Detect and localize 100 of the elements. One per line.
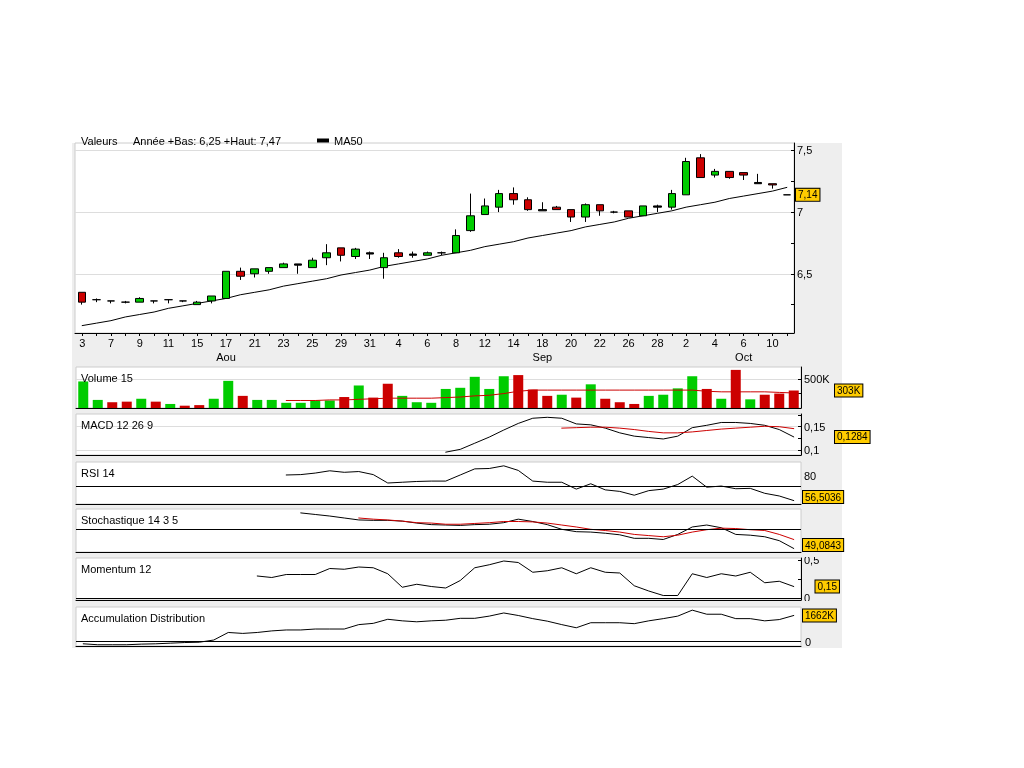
- candlestick: [236, 267, 245, 281]
- bar: [745, 399, 756, 408]
- candlestick: [222, 270, 230, 299]
- bar: [643, 395, 654, 408]
- candlestick: [682, 157, 690, 196]
- candlestick: [164, 299, 173, 304]
- x-tick-label: 11: [162, 337, 175, 349]
- bar: [484, 388, 495, 408]
- candlestick: [668, 189, 676, 211]
- bar: [687, 376, 698, 408]
- text: 303K: [837, 385, 861, 396]
- x-tick-label: 12: [478, 337, 491, 349]
- candlestick: [596, 204, 604, 217]
- bar: [556, 394, 567, 408]
- chart-title: Volume 15: [81, 371, 133, 384]
- bar: [295, 402, 306, 408]
- candlestick: [121, 300, 130, 304]
- bar: [498, 376, 509, 408]
- x-tick-label: 6: [424, 337, 431, 349]
- y-tick-label: 0: [804, 591, 811, 604]
- bar: [397, 395, 408, 408]
- candlestick: [653, 204, 662, 213]
- bar: [78, 381, 89, 408]
- chart-title: RSI 14: [81, 466, 115, 479]
- y-tick-label: 7,5: [797, 144, 813, 157]
- x-tick-label: 28: [651, 337, 664, 349]
- bar: [353, 385, 364, 408]
- x-tick-label: 9: [136, 337, 143, 349]
- bar: [107, 402, 118, 408]
- candlestick: [380, 252, 388, 280]
- candlestick: [711, 168, 719, 179]
- candlestick: [207, 295, 216, 304]
- candlestick: [509, 186, 518, 206]
- candlestick: [78, 291, 86, 306]
- bar: [136, 398, 147, 408]
- x-tick-label: 22: [593, 337, 606, 349]
- candlestick: [696, 153, 705, 179]
- text: 80: [804, 470, 817, 482]
- x-tick-label: 3: [79, 337, 86, 349]
- candlestick: [437, 251, 446, 256]
- candlestick: [552, 205, 561, 211]
- bar: [92, 399, 103, 408]
- bar: [121, 401, 132, 408]
- line-series: [561, 425, 795, 434]
- text: 49,0843: [805, 539, 842, 551]
- bar: [469, 376, 480, 408]
- chart-title: Stochastique 14 3 5: [81, 513, 179, 526]
- candlestick: [409, 251, 417, 259]
- line-series: [81, 186, 788, 327]
- chart-title: Momentum 12: [81, 562, 152, 575]
- x-tick-label: 17 Aou: [216, 337, 236, 363]
- candlestick: [107, 300, 115, 304]
- x-tick-label: 8: [453, 337, 460, 349]
- text: 1662K: [805, 609, 835, 621]
- candlestick: [265, 267, 273, 275]
- candlestick: [466, 193, 475, 233]
- candlestick: [725, 170, 734, 180]
- bar: [208, 398, 219, 408]
- y-tick-label: 0,15: [804, 420, 826, 433]
- bar: [426, 402, 437, 408]
- bar: [237, 395, 248, 408]
- chart-title: Accumulation Distribution: [81, 611, 206, 624]
- chart-title: MACD 12 26 9: [81, 418, 154, 431]
- y-tick-label: 0,1: [804, 444, 820, 457]
- candlestick: [279, 262, 288, 269]
- candlestick: [92, 297, 101, 303]
- bar: [455, 387, 466, 408]
- x-tick-label: 6 Oct: [735, 337, 753, 363]
- bar: [585, 384, 596, 408]
- candlestick: [423, 251, 432, 256]
- bar: [150, 401, 161, 408]
- candlestick: [754, 173, 762, 185]
- bar: [542, 395, 553, 408]
- bar: [266, 399, 277, 408]
- y-tick-label: 6,5: [797, 267, 813, 280]
- text: 56,5036: [805, 491, 842, 503]
- bar: [759, 394, 770, 408]
- x-tick-label: 29: [334, 337, 348, 349]
- bar: [600, 398, 611, 408]
- x-tick-label: 21: [248, 337, 261, 349]
- legend-label: MA50: [334, 134, 363, 147]
- x-tick-label: 4: [395, 337, 402, 349]
- bar: [614, 402, 625, 408]
- candlestick: [495, 189, 503, 213]
- candlestick: [639, 205, 647, 217]
- x-tick-label: 26: [622, 337, 635, 349]
- x-tick-label: 14: [507, 337, 520, 349]
- x-tick-label: 10: [766, 337, 779, 349]
- candlestick: [366, 251, 374, 260]
- chart-title: Valeurs: [81, 134, 118, 147]
- candlestick: [524, 196, 532, 212]
- bar: [658, 394, 669, 408]
- bar: [281, 402, 292, 408]
- candlestick: [294, 263, 302, 275]
- y-tick-label: 0,5: [804, 554, 820, 567]
- candlestick: [135, 296, 144, 303]
- chart-subtitle: Année +Bas: 6,25 +Haut: 7,47: [133, 134, 282, 147]
- candlestick: [250, 268, 259, 278]
- candlestick: [624, 210, 633, 218]
- text: 7,14: [798, 189, 818, 201]
